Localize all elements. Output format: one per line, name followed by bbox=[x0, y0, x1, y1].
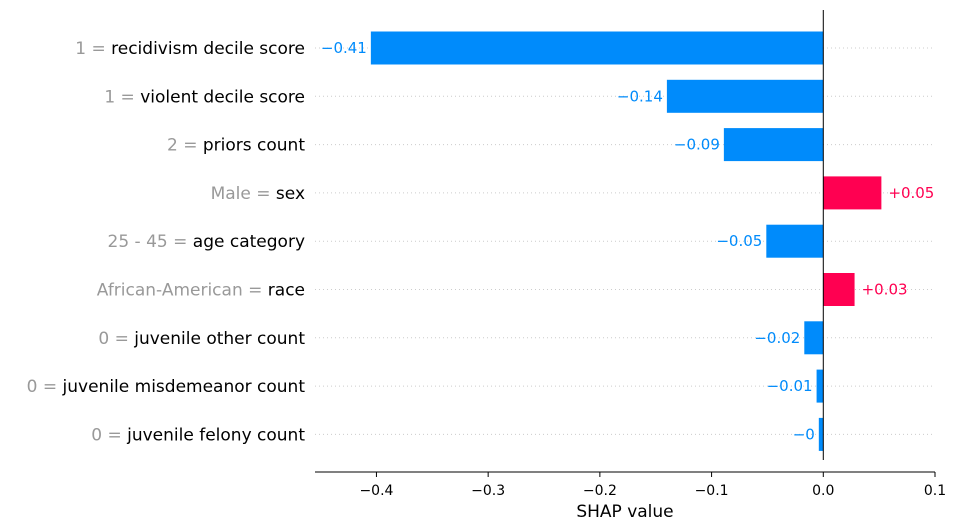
bar-value-labels: −0.41 −0.14 −0.09 +0.05 −0.05 +0.03 −0.02 −0.01… bbox=[321, 39, 934, 443]
feature-name: juvenile misdemeanor count bbox=[62, 377, 306, 397]
bar-value-label: −0.02 bbox=[754, 329, 800, 347]
bar-value-label: −0.05 bbox=[716, 232, 762, 250]
x-tick-label: 0.0 bbox=[812, 483, 834, 499]
feature-equals: = bbox=[109, 329, 134, 349]
feature-label: 2 = priors count bbox=[167, 136, 305, 156]
bar-value-label: −0.01 bbox=[767, 377, 813, 395]
bars bbox=[370, 31, 882, 451]
shap-bar bbox=[818, 417, 824, 451]
feature-name: race bbox=[268, 281, 305, 301]
x-ticks: −0.4 −0.3 −0.2 −0.1 0.0 0.1 bbox=[359, 472, 946, 499]
feature-label: African-American = race bbox=[97, 281, 305, 301]
bar-value-label: −0 bbox=[793, 425, 815, 443]
shap-bar bbox=[823, 176, 882, 210]
feature-name: priors count bbox=[203, 136, 305, 156]
feature-name: age category bbox=[193, 232, 305, 252]
shap-bar bbox=[666, 79, 824, 113]
bar-value-label: +0.05 bbox=[888, 184, 934, 202]
bar-value-label: −0.09 bbox=[674, 136, 720, 154]
feature-equals: = bbox=[115, 87, 140, 107]
x-axis-title: SHAP value bbox=[576, 502, 673, 522]
feature-equals: = bbox=[86, 39, 111, 59]
shap-bar bbox=[823, 273, 855, 306]
bar-value-label: +0.03 bbox=[862, 281, 908, 299]
feature-value: 0 bbox=[98, 329, 109, 349]
feature-name: sex bbox=[276, 184, 305, 204]
feature-label: 1 = violent decile score bbox=[104, 87, 305, 107]
feature-equals: = bbox=[37, 377, 62, 397]
x-tick-label: −0.2 bbox=[583, 483, 617, 499]
feature-label: 1 = recidivism decile score bbox=[75, 39, 305, 59]
feature-label: Male = sex bbox=[211, 184, 305, 204]
feature-name: juvenile felony count bbox=[126, 425, 305, 445]
x-tick-label: −0.4 bbox=[359, 483, 393, 499]
bar-value-label: −0.41 bbox=[321, 39, 367, 57]
feature-label: 0 = juvenile felony count bbox=[91, 425, 305, 445]
feature-equals: = bbox=[251, 184, 276, 204]
row-gridlines bbox=[315, 47, 935, 435]
feature-label: 25 - 45 = age category bbox=[108, 232, 305, 252]
feature-value: Male bbox=[211, 184, 251, 204]
bar-value-label: −0.14 bbox=[617, 87, 663, 105]
feature-name: violent decile score bbox=[140, 87, 305, 107]
x-tick-label: 0.1 bbox=[924, 483, 946, 499]
shap-bar bbox=[723, 128, 824, 162]
shap-bar bbox=[816, 369, 824, 403]
feature-label: 0 = juvenile other count bbox=[98, 329, 305, 349]
feature-equals: = bbox=[243, 281, 268, 301]
feature-name: recidivism decile score bbox=[111, 39, 305, 59]
feature-label: 0 = juvenile misdemeanor count bbox=[27, 377, 306, 397]
feature-equals: = bbox=[168, 232, 193, 252]
shap-bar bbox=[370, 31, 824, 65]
feature-value: African-American bbox=[97, 281, 243, 301]
feature-value: 2 bbox=[167, 136, 178, 156]
shap-bar bbox=[766, 224, 824, 258]
feature-value: 25 - 45 bbox=[108, 232, 168, 252]
feature-value: 1 bbox=[75, 39, 86, 59]
x-tick-label: −0.3 bbox=[471, 483, 505, 499]
x-tick-label: −0.1 bbox=[695, 483, 729, 499]
feature-equals: = bbox=[178, 136, 203, 156]
feature-value: 0 bbox=[27, 377, 38, 397]
feature-name: juvenile other count bbox=[133, 329, 305, 349]
x-axis: −0.4 −0.3 −0.2 −0.1 0.0 0.1 SHAP value bbox=[315, 471, 946, 522]
feature-value: 1 bbox=[104, 87, 115, 107]
feature-equals: = bbox=[102, 425, 127, 445]
feature-value: 0 bbox=[91, 425, 102, 445]
shap-bar bbox=[804, 321, 824, 355]
